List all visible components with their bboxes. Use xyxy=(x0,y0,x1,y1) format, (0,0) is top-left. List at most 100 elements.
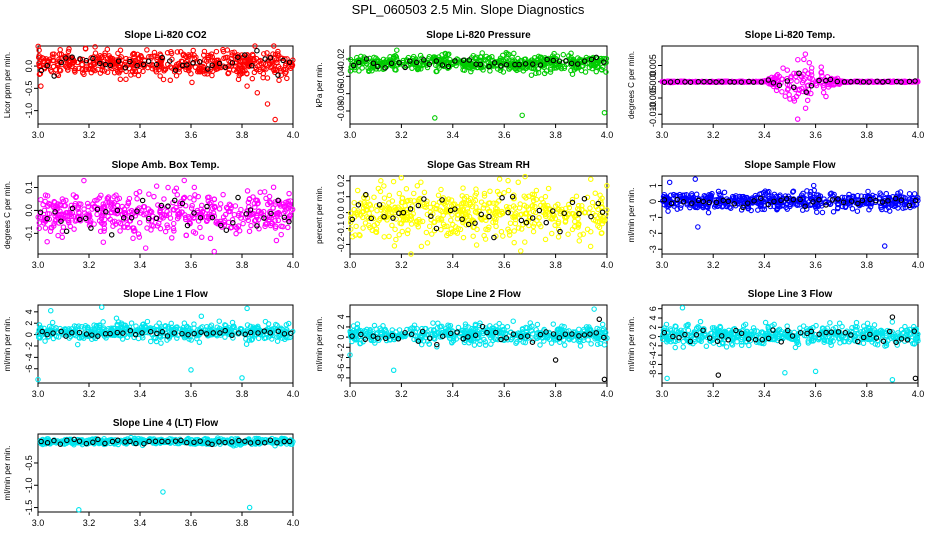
data-point xyxy=(170,220,177,227)
data-point xyxy=(779,89,785,95)
data-point xyxy=(356,59,362,66)
data-point xyxy=(443,55,449,61)
series-all xyxy=(660,176,921,249)
y-tick-label: 4 xyxy=(336,314,346,319)
data-point xyxy=(493,223,499,230)
data-point xyxy=(373,55,379,61)
data-point xyxy=(262,56,268,62)
data-point xyxy=(63,55,69,61)
data-point xyxy=(569,71,576,77)
outlier-point xyxy=(188,367,194,373)
data-point xyxy=(47,67,54,73)
data-point xyxy=(50,57,57,63)
data-point xyxy=(238,63,244,70)
data-point xyxy=(138,54,145,60)
data-point xyxy=(511,50,517,57)
data-point xyxy=(470,233,476,239)
data-point xyxy=(780,65,786,71)
data-point xyxy=(588,56,595,63)
y-tick-label: -8 xyxy=(648,370,658,378)
data-point xyxy=(104,69,111,76)
data-point xyxy=(387,54,393,60)
data-point xyxy=(156,320,162,326)
data-point xyxy=(225,70,232,76)
y-tick-label: -3 xyxy=(648,245,658,253)
y-tick-label: -6 xyxy=(24,365,34,373)
data-point xyxy=(394,47,400,53)
data-point xyxy=(360,225,366,231)
data-point xyxy=(269,61,276,67)
data-point xyxy=(70,56,76,63)
data-point xyxy=(117,76,124,83)
x-tick-label: 3.8 xyxy=(861,260,874,270)
data-point xyxy=(530,197,537,204)
data-point xyxy=(381,183,387,189)
y-axis-label: kPa per min. xyxy=(315,63,324,108)
data-point xyxy=(35,43,41,50)
x-tick-label: 4.0 xyxy=(287,389,300,399)
data-point xyxy=(190,47,196,54)
data-point xyxy=(589,199,596,206)
data-point xyxy=(528,72,535,78)
x-tick-label: 3.6 xyxy=(809,260,822,270)
data-point xyxy=(665,208,671,214)
figure-title: SPL_060503 2.5 Min. Slope Diagnostics xyxy=(351,2,585,17)
data-point xyxy=(118,54,125,60)
data-point xyxy=(264,50,270,56)
data-point xyxy=(577,343,584,349)
data-point xyxy=(151,49,158,56)
data-point xyxy=(97,70,104,76)
data-point xyxy=(239,52,245,58)
data-point xyxy=(482,57,489,63)
data-point xyxy=(386,192,393,199)
data-point xyxy=(487,68,493,74)
data-point xyxy=(38,67,45,74)
x-tick-label: 3.0 xyxy=(32,130,45,140)
series-all xyxy=(659,305,921,383)
x-tick-label: 3.0 xyxy=(32,389,45,399)
data-point xyxy=(110,61,117,67)
data-point xyxy=(408,221,415,227)
data-point xyxy=(197,224,203,231)
data-point xyxy=(223,227,230,233)
data-point xyxy=(36,60,42,67)
data-point xyxy=(168,65,175,71)
data-point xyxy=(254,47,260,54)
data-point xyxy=(211,248,217,255)
data-point xyxy=(108,232,115,238)
data-point xyxy=(130,51,136,58)
data-point xyxy=(407,58,413,64)
data-point xyxy=(277,68,284,74)
data-point xyxy=(680,344,686,350)
data-point xyxy=(392,66,398,73)
plot-frame xyxy=(37,45,294,125)
series-all xyxy=(659,51,921,122)
data-point xyxy=(445,63,452,70)
data-point xyxy=(82,66,89,73)
x-tick-label: 4.0 xyxy=(912,260,925,270)
y-tick-label: -0.02 xyxy=(336,49,346,70)
data-point xyxy=(421,57,427,63)
data-point xyxy=(413,56,419,62)
data-point xyxy=(180,52,187,59)
data-point xyxy=(229,49,235,56)
data-point xyxy=(119,61,125,68)
data-point xyxy=(201,70,208,77)
data-point xyxy=(389,198,396,204)
data-point xyxy=(249,62,255,69)
x-tick-label: 3.8 xyxy=(549,260,562,270)
data-point xyxy=(123,76,129,83)
data-point xyxy=(500,233,506,239)
y-tick-label: -2 xyxy=(336,343,346,351)
data-point xyxy=(356,68,362,74)
data-point xyxy=(574,64,580,71)
data-point xyxy=(587,205,593,211)
data-point xyxy=(240,220,246,227)
outlier-point xyxy=(272,116,278,123)
data-point xyxy=(209,62,215,69)
x-tick-label: 3.6 xyxy=(498,260,511,270)
data-point xyxy=(113,315,120,321)
x-tick-label: 3.0 xyxy=(656,260,669,270)
data-point xyxy=(819,209,826,216)
